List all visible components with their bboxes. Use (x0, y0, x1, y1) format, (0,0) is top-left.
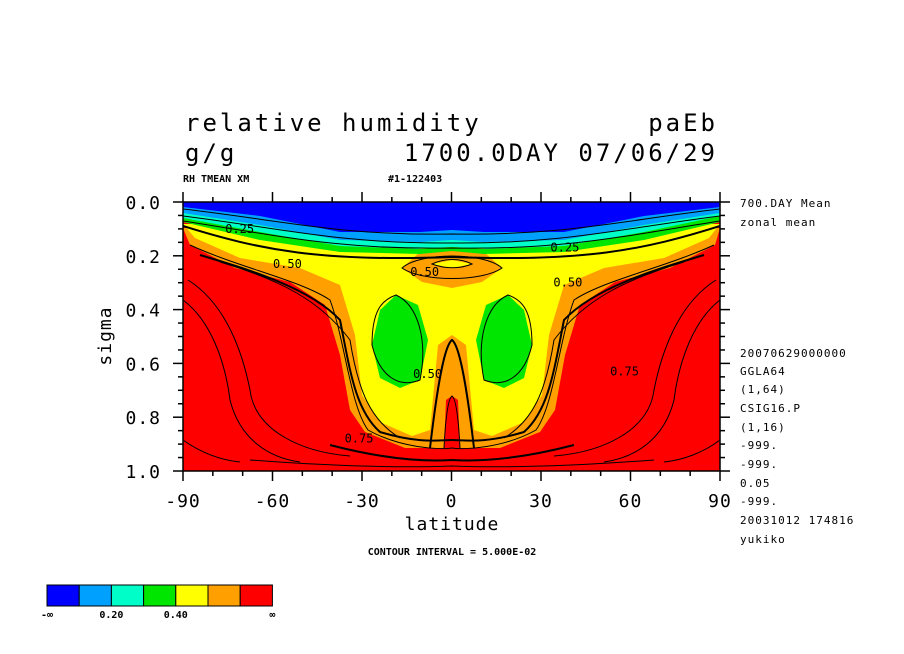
colorbar-swatch (207, 584, 241, 607)
colorbar-swatch (110, 584, 145, 607)
contour-label: 0.50 (273, 257, 302, 271)
colorbar-swatch (175, 584, 209, 607)
contour-label: 0.50 (553, 276, 582, 290)
info-line: -999. (740, 495, 778, 508)
y-tick-label: 0.6 (125, 354, 161, 375)
field-green-left (372, 295, 428, 388)
colorbar-label: ∞ (269, 610, 275, 621)
x-tick-label: 90 (708, 491, 732, 512)
x-axis: -90 -60 -30 0 30 60 90 (165, 192, 732, 512)
info-line: (1,16) (740, 421, 786, 434)
y-tick-label: 1.0 (125, 462, 161, 483)
colorbar-swatch (239, 584, 273, 607)
x-tick-label: -30 (344, 491, 380, 512)
info-line: zonal mean (740, 216, 816, 229)
info-line: (1,64) (740, 383, 786, 396)
run-id: #1-122403 (388, 174, 442, 185)
contour-label: 0.25 (550, 241, 579, 255)
field-yellow (183, 224, 720, 436)
y-axis: 0.0 0.2 0.4 0.6 0.8 1.0 (125, 193, 730, 483)
x-tick-label: 30 (529, 491, 553, 512)
info-line: yukiko (740, 533, 786, 546)
contour-labels: 0.25 0.25 0.50 0.50 0.50 0.50 0.75 0.75 (225, 222, 639, 446)
contour-label: 0.50 (410, 265, 439, 279)
variable-name: RH TMEAN XM (183, 174, 249, 185)
info-column: 700.DAY Mean zonal mean 20070629000000 G… (740, 197, 854, 546)
x-tick-label: -90 (165, 491, 201, 512)
y-tick-label: 0.4 (125, 301, 161, 322)
info-line: CSIG16.P (740, 402, 801, 415)
info-line: GGLA64 (740, 365, 786, 378)
x-tick-label: 60 (619, 491, 643, 512)
y-tick-label: 0.0 (125, 193, 161, 214)
y-tick-label: 0.8 (125, 408, 161, 429)
colorbar-label: 0.20 (99, 610, 123, 621)
chart-title: relative humidity (185, 109, 482, 137)
colorbar-swatch (46, 584, 80, 607)
colorbar-label: -∞ (41, 610, 53, 621)
x-axis-label: latitude (405, 514, 500, 535)
field-blue (183, 202, 720, 232)
colorbar-swatch (143, 584, 177, 607)
experiment-code: paEb (648, 109, 718, 137)
info-line: -999. (740, 458, 778, 471)
field-green-right (476, 295, 532, 388)
colorbar: -∞ 0.20 0.40 ∞ (41, 584, 275, 621)
plot-area: 0.25 0.25 0.50 0.50 0.50 0.50 0.75 0.75 (183, 202, 720, 471)
info-line: 20070629000000 (740, 347, 847, 360)
contour-label: 0.75 (610, 364, 639, 378)
field-green-band (183, 216, 720, 254)
y-tick-label: 0.2 (125, 247, 161, 268)
info-line: 700.DAY Mean (740, 197, 831, 210)
field-orange (183, 228, 720, 448)
colorbar-label: 0.40 (164, 610, 188, 621)
contour-label: 0.75 (345, 432, 374, 446)
info-line: 20031012 174816 (740, 514, 854, 527)
time-label: 1700.0DAY 07/06/29 (404, 139, 718, 167)
contour-interval-label: CONTOUR INTERVAL = 5.000E-02 (368, 547, 537, 558)
field-orange-column (430, 340, 474, 448)
info-line: 0.05 (740, 477, 771, 490)
contour-label: 0.25 (225, 222, 254, 236)
info-line: -999. (740, 439, 778, 452)
contour-lines (183, 208, 720, 468)
colorbar-swatch (78, 584, 112, 607)
contour-label: 0.50 (413, 367, 442, 381)
field-yellow-cap (432, 260, 472, 268)
x-tick-label: 0 (446, 491, 458, 512)
x-tick-label: -60 (255, 491, 291, 512)
y-axis-label: sigma (95, 306, 116, 365)
units-label: g/g (185, 139, 237, 167)
